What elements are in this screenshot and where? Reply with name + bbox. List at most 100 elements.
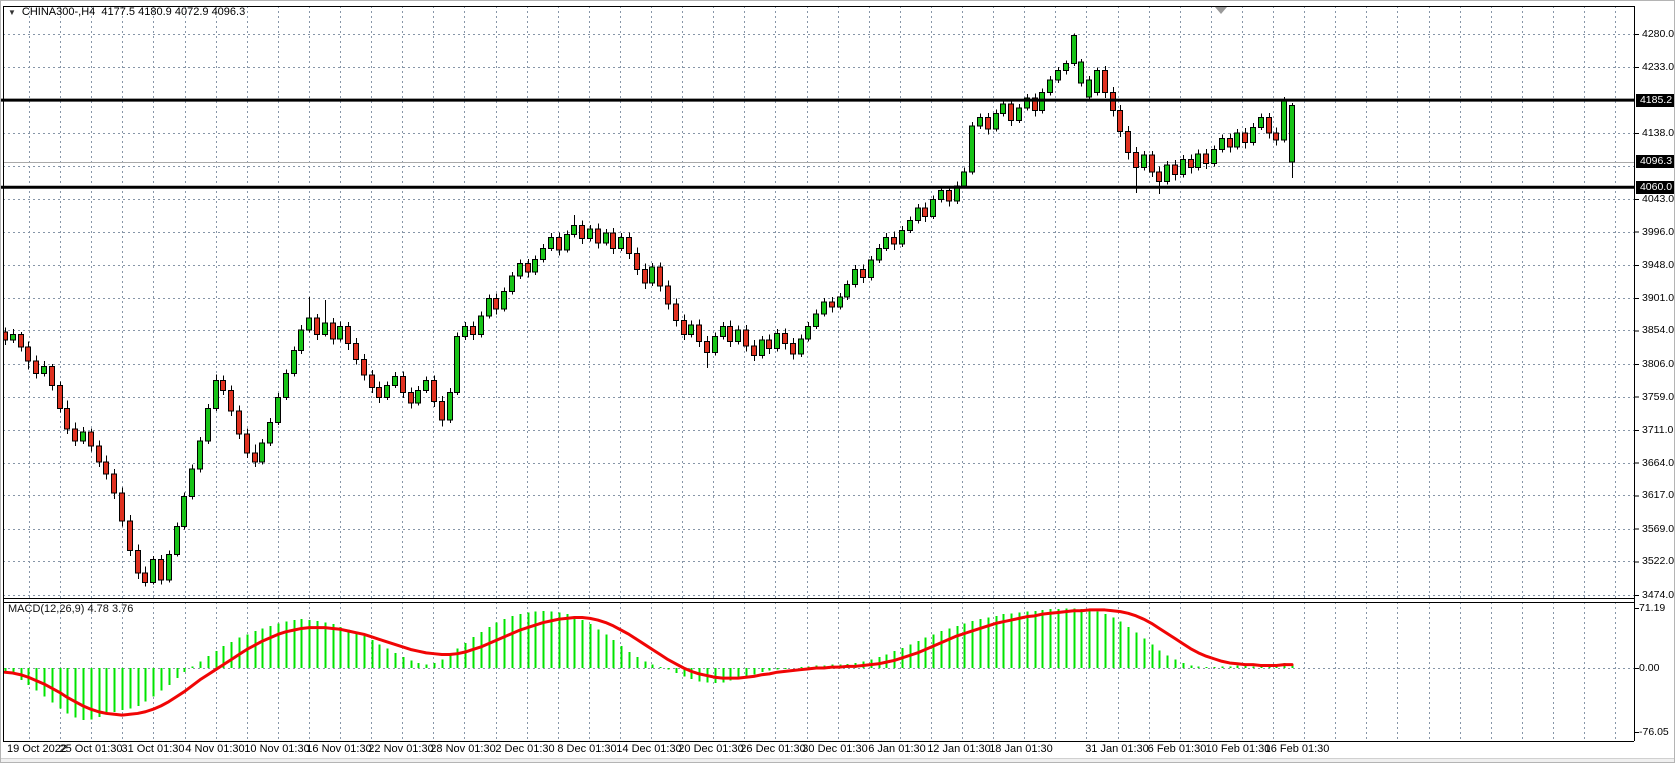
candle-bearish [681, 320, 687, 336]
time-axis-label: 26 Dec 01:30 [740, 743, 806, 755]
candle-bullish [735, 329, 741, 343]
chart-shift-marker[interactable] [1215, 7, 1227, 14]
candle-bearish [33, 360, 39, 375]
time-axis-label: 25 Oct 01:30 [59, 743, 123, 755]
price-axis-label: 3569.0 [1642, 522, 1675, 535]
candle-bearish [922, 207, 928, 217]
macd-indicator-label: MACD(12,26,9) 4.78 3.76 [8, 603, 134, 615]
candle-bullish [174, 526, 180, 555]
candle-bearish [665, 285, 671, 305]
candle-bullish [447, 391, 453, 421]
macd-axis-label-zero: 0.00 [1639, 662, 1660, 674]
candle-bullish [267, 421, 273, 444]
symbol-timeframe: CHINA300-,H4 [21, 6, 96, 18]
price-axis-label: 3522.0 [1642, 555, 1675, 568]
candle-bearish [657, 266, 663, 287]
candles-layer [3, 33, 1295, 587]
price-axis-label: 3948.0 [1642, 259, 1675, 272]
price-axis[interactable] [1635, 5, 1674, 742]
candle-bearish [1032, 97, 1038, 112]
price-axis-label: 4138.0 [1642, 126, 1675, 139]
candle-bullish [540, 247, 546, 261]
candle-bullish [1000, 103, 1006, 114]
macd-value: 4.78 [87, 603, 109, 615]
candle-bullish [969, 125, 975, 173]
macd-axis-label-max: 71.19 [1639, 602, 1666, 615]
candle-bearish [493, 297, 499, 310]
candle-bullish [478, 315, 484, 336]
candle-bullish [813, 313, 819, 327]
candle-bullish [1211, 149, 1217, 165]
candle-bearish [314, 317, 320, 336]
ohlc-low: 4072.9 [174, 6, 209, 18]
candle-bullish [915, 207, 921, 222]
candle-bullish [571, 224, 577, 236]
candle-bearish [1125, 131, 1131, 153]
candle-bullish [961, 171, 967, 187]
candle-bearish [244, 433, 250, 454]
candle-bullish [774, 332, 780, 350]
symbol-dropdown-icon[interactable]: ▼ [8, 8, 16, 17]
candle-bullish [306, 317, 312, 331]
candle-bearish [1273, 132, 1279, 141]
candle-bullish [1086, 79, 1092, 98]
candle-bullish [80, 431, 86, 442]
window-bottom-edge [1, 758, 1674, 762]
candle-bearish [860, 268, 866, 279]
candle-bullish [852, 268, 858, 286]
candle-bullish [977, 117, 983, 127]
candle-bullish [868, 259, 874, 279]
candle-bearish [891, 236, 897, 245]
candle-bearish [696, 324, 702, 343]
candle-bullish [712, 336, 718, 354]
candle-bullish [415, 389, 421, 404]
candle-bearish [766, 339, 772, 350]
price-axis-label: 4043.0 [1642, 193, 1675, 206]
time-axis-label: 22 Nov 01:30 [368, 743, 434, 755]
candle-bullish [603, 232, 609, 244]
candle-bullish [649, 266, 655, 284]
candle-bullish [844, 284, 850, 298]
candle-bullish [501, 291, 507, 310]
candle-bullish [1258, 117, 1264, 128]
candle-bullish [197, 440, 203, 470]
time-axis-label: 8 Dec 01:30 [557, 743, 617, 755]
time-axis-label: 10 Nov 01:30 [244, 743, 310, 755]
candle-bullish [1289, 104, 1295, 163]
candle-bullish [1024, 97, 1030, 109]
candle-bullish [298, 329, 304, 352]
candle-bullish [1195, 153, 1201, 169]
candle-bearish [49, 366, 55, 386]
candle-bearish [361, 359, 367, 376]
candle-bearish [727, 325, 733, 343]
time-axis[interactable] [1, 742, 1674, 758]
candle-bearish [1156, 171, 1162, 183]
candle-bullish [423, 380, 429, 391]
candle-bullish [166, 553, 172, 581]
candle-bullish [486, 297, 492, 317]
candle-bullish [283, 373, 289, 398]
candle-bearish [1242, 132, 1248, 144]
macd-signal-line [3, 608, 1294, 717]
candle-bearish [704, 341, 710, 354]
candle-bearish [470, 325, 476, 336]
time-axis-label: 6 Jan 01:30 [868, 743, 926, 755]
price-axis-label: 4280.0 [1642, 28, 1675, 41]
candle-bearish [1133, 151, 1139, 169]
candle-bullish [532, 259, 538, 273]
price-badge-support: 4060.0 [1636, 180, 1674, 194]
candle-bullish [1078, 61, 1084, 84]
time-axis-label: 31 Jan 01:30 [1085, 743, 1149, 755]
candle-bearish [556, 236, 562, 251]
candle-bullish [205, 407, 211, 442]
candle-bearish [985, 117, 991, 130]
time-axis-label: 16 Feb 01:30 [1264, 743, 1330, 755]
candle-bullish [41, 366, 47, 375]
candle-bearish [642, 268, 648, 284]
candle-bullish [993, 112, 999, 130]
candle-bullish [837, 296, 843, 308]
candle-bearish [439, 400, 445, 421]
price-axis-label: 3854.0 [1642, 324, 1675, 337]
candle-bearish [111, 473, 117, 494]
